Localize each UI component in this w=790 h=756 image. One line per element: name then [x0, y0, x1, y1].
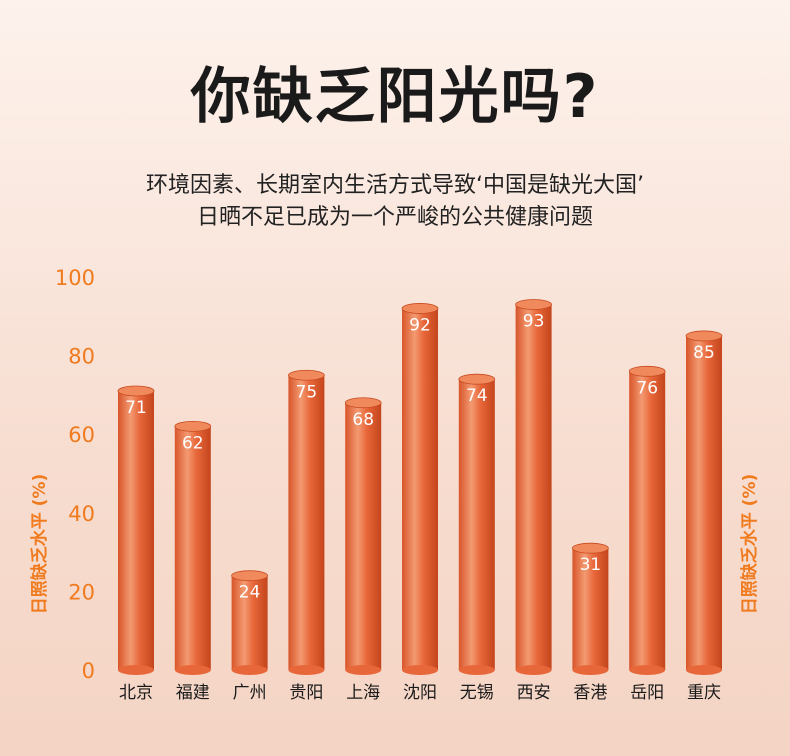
- bar-value-label: 93: [523, 312, 545, 332]
- x-category-label: 香港: [573, 683, 607, 703]
- y-tick-label: 60: [68, 423, 95, 447]
- bar-body: [174, 426, 211, 670]
- bar: 74: [458, 373, 496, 675]
- bar-value-label: 92: [409, 315, 431, 335]
- x-category-label: 无锡: [460, 683, 494, 703]
- x-category-label: 岳阳: [630, 683, 664, 703]
- bar-top: [685, 330, 723, 342]
- x-category-label: 贵阳: [289, 683, 323, 703]
- bar-top: [231, 570, 269, 582]
- bar-value-label: 85: [693, 343, 715, 363]
- y-tick-label: 100: [55, 266, 95, 290]
- bar-base: [288, 665, 325, 675]
- subtitle-line-1: 环境因素、长期室内生活方式导致‘中国是缺光大国’: [146, 173, 644, 198]
- bar-body: [515, 304, 552, 670]
- bar-top: [572, 542, 609, 554]
- bar-top: [628, 365, 666, 377]
- bar-body: [402, 308, 438, 670]
- bars: 71 62 24 75 68 92 74 93 31 76 85: [117, 299, 723, 675]
- bar-base: [629, 665, 666, 675]
- bar: 75: [287, 369, 325, 675]
- page-title: 你缺乏阳光吗?: [190, 62, 600, 132]
- bar-base: [515, 665, 552, 675]
- bar-base: [231, 665, 268, 675]
- bar-body: [458, 379, 495, 670]
- bar-value-label: 71: [125, 398, 147, 418]
- bar-value-label: 76: [636, 378, 658, 398]
- bar-base: [572, 665, 609, 675]
- bar: 68: [344, 397, 382, 675]
- subtitle-line-2: 日晒不足已成为一个严峻的公共健康问题: [196, 205, 593, 230]
- bar-body: [572, 548, 609, 670]
- bar-base: [458, 665, 495, 675]
- bar: 31: [572, 542, 609, 675]
- y-tick-label: 40: [68, 502, 95, 526]
- x-category-label: 广州: [233, 683, 267, 703]
- bar-body: [231, 575, 268, 670]
- bar-base: [686, 665, 722, 675]
- bar-body: [118, 390, 154, 670]
- y-tick-label: 20: [68, 580, 95, 604]
- bar-value-label: 74: [466, 386, 488, 406]
- bar-value-label: 75: [296, 382, 318, 402]
- bar: 24: [231, 570, 269, 675]
- bar-base: [345, 665, 382, 675]
- y-axis-ticks: 0 20 40 60 80 100: [55, 266, 95, 683]
- bar-base: [174, 665, 211, 675]
- x-axis-categories: 北京 福建 广州 贵阳 上海 沈阳 无锡 西安 香港 岳阳 重庆: [119, 683, 721, 703]
- bar-body: [629, 371, 666, 670]
- bar: 92: [401, 303, 439, 675]
- x-category-label: 沈阳: [403, 683, 437, 703]
- y-tick-label: 80: [68, 345, 95, 369]
- bar-base: [118, 665, 154, 675]
- bar-top: [287, 369, 325, 381]
- bar-value-label: 62: [182, 433, 204, 453]
- bar-body: [288, 375, 325, 670]
- x-category-label: 西安: [517, 683, 551, 703]
- bar: 71: [117, 385, 155, 675]
- x-category-label: 福建: [176, 683, 210, 703]
- y-tick-label: 0: [82, 659, 95, 683]
- bar-top: [174, 420, 212, 432]
- bar-value-label: 68: [352, 410, 374, 430]
- x-category-label: 上海: [346, 683, 380, 703]
- bar-base: [402, 665, 438, 675]
- bar-value-label: 24: [239, 583, 261, 603]
- bar-body: [686, 335, 722, 670]
- bar-top: [515, 299, 552, 310]
- bar-value-label: 31: [580, 555, 602, 575]
- bar-top: [458, 373, 496, 385]
- bar-top: [117, 385, 155, 397]
- bar: 62: [174, 420, 212, 675]
- bar-body: [345, 402, 382, 670]
- bar: 85: [685, 330, 723, 675]
- x-category-label: 北京: [119, 683, 153, 703]
- bar: 76: [628, 365, 666, 675]
- bar-top: [401, 303, 439, 314]
- bar: 93: [515, 299, 552, 675]
- bar-top: [344, 397, 382, 409]
- x-category-label: 重庆: [687, 683, 721, 703]
